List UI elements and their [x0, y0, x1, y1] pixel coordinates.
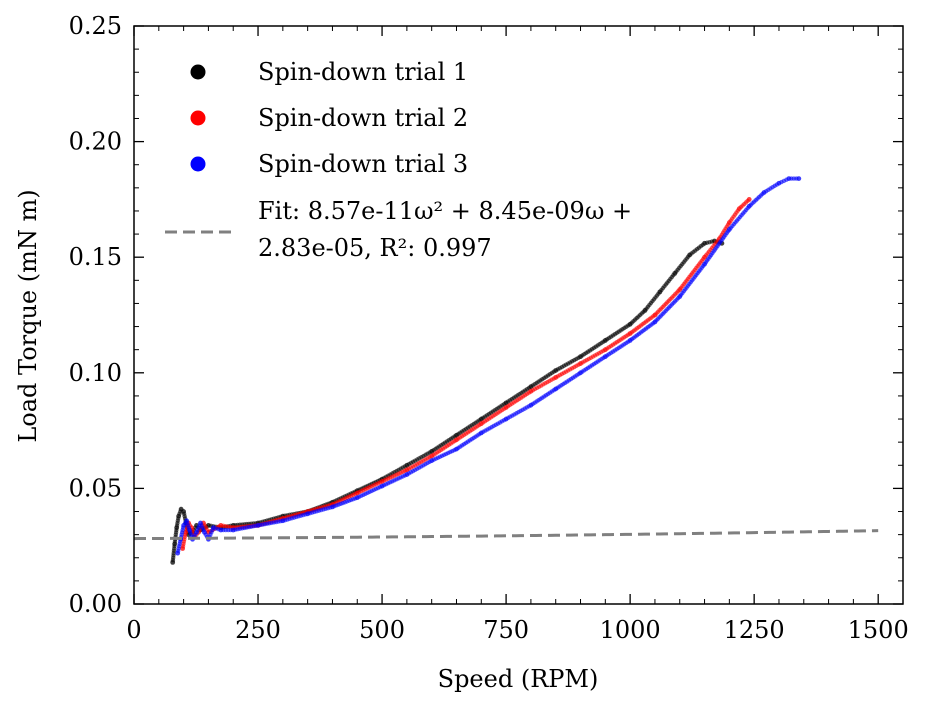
x-tick-label: 0 — [126, 616, 141, 644]
x-tick-label: 1500 — [848, 616, 909, 644]
x-tick-label: 250 — [235, 616, 281, 644]
y-tick-label: 0.00 — [69, 590, 122, 618]
x-axis-label: Speed (RPM) — [438, 665, 599, 693]
x-tick-label: 500 — [359, 616, 405, 644]
y-axis-label: Load Torque (mN m) — [14, 189, 42, 442]
legend-marker — [190, 156, 206, 172]
legend-marker — [190, 110, 206, 126]
legend-label: Spin-down trial 2 — [258, 104, 468, 132]
plot-frame — [133, 25, 904, 605]
legend-label: Spin-down trial 1 — [258, 58, 468, 86]
y-tick-label: 0.10 — [69, 359, 122, 387]
series-spin-down-trial-1 — [170, 238, 725, 565]
y-tick-label: 0.05 — [69, 474, 122, 502]
data-point — [746, 197, 752, 202]
y-tick-label: 0.25 — [69, 12, 122, 40]
data-point — [796, 176, 802, 181]
x-tick-label: 750 — [483, 616, 529, 644]
y-tick-label: 0.20 — [69, 128, 122, 156]
x-tick-label: 1250 — [724, 616, 785, 644]
x-tick-label: 1000 — [600, 616, 661, 644]
plot-marks — [133, 176, 879, 565]
legend-label: Spin-down trial 3 — [258, 150, 468, 178]
y-tick-label: 0.15 — [69, 243, 122, 271]
legend-fit-label-line1: Fit: 8.57e-11ω² + 8.45e-09ω + — [258, 197, 632, 225]
series-spin-down-trial-3 — [175, 176, 802, 556]
legend: Spin-down trial 1 Spin-down trial 2 Spin-d… — [165, 58, 632, 262]
axis-ticks: 0 250 500 750 1000 1250 1500 0.00 0.05 0.10 0.15 0.… — [69, 12, 909, 644]
legend-marker — [190, 64, 206, 80]
legend-fit-label-line2: 2.83e-05, R²: 0.997 — [258, 234, 492, 262]
fit-line — [133, 529, 879, 541]
